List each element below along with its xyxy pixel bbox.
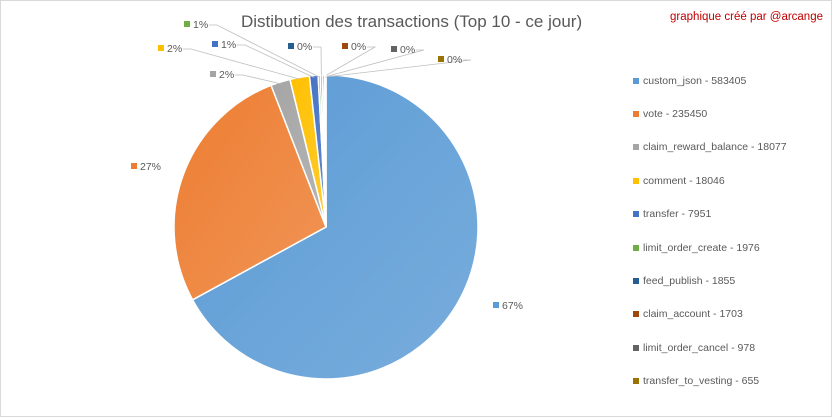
chart-legend: custom_json - 583405 vote - 235450 claim_r… <box>633 64 823 398</box>
legend-label: transfer_to_vesting - 655 <box>643 375 760 388</box>
leader-line-8 <box>324 49 425 78</box>
legend-swatch <box>633 211 639 218</box>
legend-swatch <box>633 111 639 118</box>
legend-label: vote - 235450 <box>643 108 708 121</box>
leader-line-5 <box>209 24 320 78</box>
legend-item: transfer_to_vesting - 655 <box>633 365 823 398</box>
data-label-marker-4 <box>212 41 218 47</box>
data-label-2: 2% <box>219 69 234 81</box>
legend-label: claim_reward_balance - 18077 <box>643 141 787 154</box>
chart-credit: graphique créé par @arcange <box>670 11 823 23</box>
legend-label: limit_order_cancel - 978 <box>643 341 756 354</box>
legend-item: limit_order_cancel - 978 <box>633 331 823 364</box>
legend-item: claim_account - 1703 <box>633 298 823 331</box>
data-label-marker-2 <box>210 71 216 77</box>
legend-swatch <box>633 244 639 251</box>
legend-item: claim_reward_balance - 18077 <box>633 131 823 164</box>
legend-label: claim_account - 1703 <box>643 308 743 321</box>
data-label-marker-1 <box>131 163 137 169</box>
data-label-3: 2% <box>167 43 182 55</box>
legend-item: transfer - 7951 <box>633 198 823 231</box>
legend-swatch <box>633 278 639 285</box>
data-label-marker-3 <box>158 45 164 51</box>
legend-swatch <box>633 144 639 151</box>
pie-slice-1 <box>173 84 327 301</box>
legend-label: feed_publish - 1855 <box>643 275 736 288</box>
data-label-marker-7 <box>342 43 348 49</box>
data-label-marker-5 <box>184 21 190 27</box>
legend-label: custom_json - 583405 <box>643 74 747 87</box>
data-label-4: 1% <box>221 39 236 51</box>
legend-label: transfer - 7951 <box>643 208 712 221</box>
chart-title: Distibution des transactions (Top 10 - c… <box>241 12 583 31</box>
legend-label: comment - 18046 <box>643 174 725 187</box>
leader-line-9 <box>325 59 472 78</box>
data-label-marker-8 <box>391 46 397 52</box>
legend-item: feed_publish - 1855 <box>633 264 823 297</box>
legend-item: limit_order_create - 1976 <box>633 231 823 264</box>
pie-slice-9 <box>324 74 327 228</box>
leader-line-4 <box>237 44 315 78</box>
data-label-marker-0 <box>493 302 499 308</box>
leader-line-2 <box>235 74 282 85</box>
legend-swatch <box>633 344 639 351</box>
legend-item: comment - 18046 <box>633 164 823 197</box>
data-label-0: 67% <box>502 300 523 312</box>
leader-line-6 <box>313 46 322 78</box>
legend-item: custom_json - 583405 <box>633 64 823 97</box>
legend-item: vote - 235450 <box>633 97 823 130</box>
legend-swatch <box>633 177 639 184</box>
leader-line-7 <box>323 46 377 78</box>
pie-slice-0 <box>191 74 479 380</box>
data-label-7: 0% <box>351 41 366 53</box>
legend-swatch <box>633 77 639 84</box>
data-label-marker-9 <box>438 56 444 62</box>
data-label-6: 0% <box>297 41 312 53</box>
data-label-8: 0% <box>400 44 415 56</box>
data-label-1: 27% <box>140 161 161 173</box>
legend-swatch <box>633 378 639 385</box>
legend-swatch <box>633 311 639 318</box>
data-label-9: 0% <box>447 54 462 66</box>
data-label-marker-6 <box>288 43 294 49</box>
leader-line-3 <box>183 48 301 80</box>
legend-label: limit_order_create - 1976 <box>643 241 760 254</box>
data-label-5: 1% <box>193 19 208 31</box>
